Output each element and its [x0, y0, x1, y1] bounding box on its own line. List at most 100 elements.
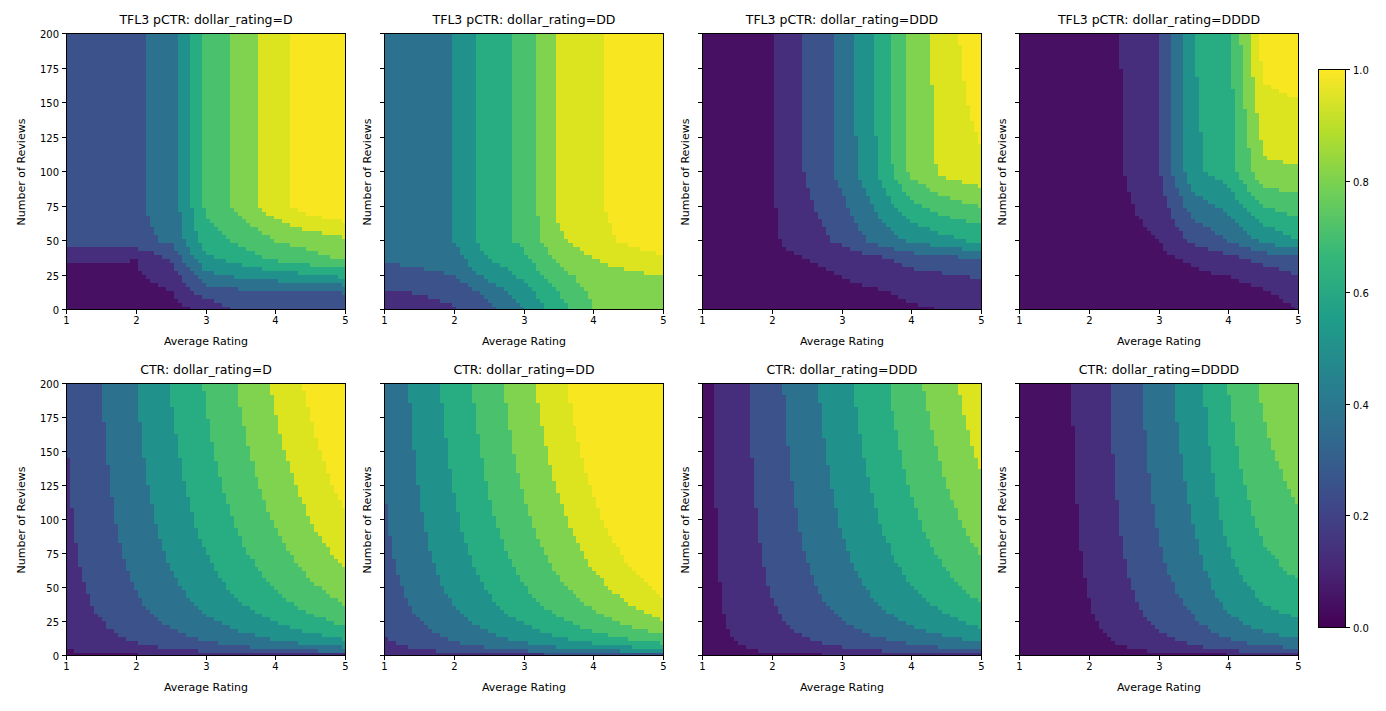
x-tick-label: 2: [769, 315, 775, 326]
x-axis-label: Average Rating: [1117, 681, 1201, 694]
y-tick-mark: [698, 519, 702, 520]
y-tick-label: 175: [40, 63, 59, 74]
x-tick-mark: [454, 656, 455, 660]
x-tick-mark: [663, 656, 664, 660]
y-tick-mark: [380, 383, 384, 384]
x-tick-label: 4: [908, 315, 914, 326]
colorbar-tick-mark: [1346, 515, 1350, 516]
y-tick-mark: [698, 383, 702, 384]
y-tick-mark: [62, 485, 66, 486]
contourf-canvas-CTR-dollar-rating-D: [66, 383, 346, 656]
x-tick-label: 3: [839, 661, 845, 672]
colorbar-tick-label: 0.2: [1353, 510, 1369, 521]
colorbar-tick-mark: [1346, 627, 1350, 628]
y-tick-mark: [1015, 171, 1019, 172]
x-tick-mark: [593, 310, 594, 314]
x-tick-label: 4: [908, 661, 914, 672]
y-tick-mark: [698, 171, 702, 172]
y-tick-mark: [62, 451, 66, 452]
x-tick-mark: [275, 656, 276, 660]
x-tick-mark: [345, 656, 346, 660]
y-tick-label: 100: [40, 166, 59, 177]
x-tick-label: 2: [133, 315, 139, 326]
y-tick-label: 75: [46, 201, 59, 212]
y-tick-mark: [380, 240, 384, 241]
y-tick-mark: [62, 309, 66, 310]
colorbar: [1318, 69, 1346, 628]
y-tick-mark: [698, 68, 702, 69]
y-tick-mark: [1015, 621, 1019, 622]
y-tick-mark: [62, 33, 66, 34]
y-tick-mark: [698, 451, 702, 452]
y-tick-mark: [62, 417, 66, 418]
x-tick-mark: [911, 310, 912, 314]
x-tick-label: 1: [63, 661, 69, 672]
x-tick-label: 3: [203, 661, 209, 672]
subplot-title: TFL3 pCTR: dollar_rating=DD: [433, 12, 616, 27]
contourf-canvas-CTR-dollar-rating-DDDD: [1019, 383, 1299, 656]
y-tick-mark: [698, 553, 702, 554]
y-tick-label: 0: [53, 650, 59, 661]
y-tick-mark: [380, 309, 384, 310]
x-tick-mark: [702, 310, 703, 314]
x-tick-mark: [275, 310, 276, 314]
x-tick-label: 2: [1086, 315, 1092, 326]
x-tick-label: 4: [1225, 661, 1231, 672]
contourf-canvas-TFL3-pCTR-dollar-rating-DDDD: [1019, 33, 1299, 310]
y-tick-mark: [1015, 68, 1019, 69]
y-tick-mark: [698, 137, 702, 138]
x-tick-mark: [454, 310, 455, 314]
subplot-title: CTR: dollar_rating=D: [140, 362, 272, 377]
x-tick-label: 2: [133, 661, 139, 672]
y-tick-mark: [380, 33, 384, 34]
x-tick-mark: [911, 656, 912, 660]
x-tick-mark: [66, 310, 67, 314]
y-tick-mark: [62, 519, 66, 520]
x-axis-label: Average Rating: [800, 335, 884, 348]
y-tick-mark: [62, 621, 66, 622]
y-tick-mark: [698, 33, 702, 34]
x-tick-label: 4: [272, 661, 278, 672]
x-tick-mark: [981, 310, 982, 314]
y-tick-mark: [1015, 485, 1019, 486]
colorbar-tick-label: 0.4: [1353, 399, 1369, 410]
y-tick-mark: [380, 485, 384, 486]
y-tick-mark: [698, 621, 702, 622]
y-tick-mark: [380, 137, 384, 138]
y-tick-label: 25: [46, 616, 59, 627]
x-tick-label: 5: [1295, 661, 1301, 672]
x-tick-label: 4: [590, 661, 596, 672]
y-tick-label: 25: [46, 270, 59, 281]
y-tick-label: 150: [40, 97, 59, 108]
y-tick-label: 200: [40, 28, 59, 39]
colorbar-tick-mark: [1346, 292, 1350, 293]
x-tick-label: 1: [1016, 661, 1022, 672]
y-tick-mark: [62, 206, 66, 207]
x-tick-label: 1: [381, 315, 387, 326]
contourf-canvas-TFL3-pCTR-dollar-rating-D: [66, 33, 346, 310]
x-tick-mark: [1019, 656, 1020, 660]
y-tick-mark: [698, 655, 702, 656]
x-axis-label: Average Rating: [482, 681, 566, 694]
x-tick-mark: [1298, 656, 1299, 660]
x-tick-label: 3: [521, 661, 527, 672]
y-tick-mark: [698, 309, 702, 310]
y-tick-mark: [1015, 417, 1019, 418]
y-tick-mark: [380, 553, 384, 554]
y-tick-mark: [698, 587, 702, 588]
x-tick-mark: [1019, 310, 1020, 314]
x-tick-mark: [772, 310, 773, 314]
y-tick-label: 100: [40, 514, 59, 525]
y-tick-mark: [1015, 240, 1019, 241]
x-axis-label: Average Rating: [800, 681, 884, 694]
y-tick-mark: [380, 621, 384, 622]
y-tick-mark: [380, 206, 384, 207]
y-tick-mark: [1015, 451, 1019, 452]
y-tick-label: 50: [46, 235, 59, 246]
subplot-title: CTR: dollar_rating=DD: [453, 362, 594, 377]
x-tick-label: 4: [1225, 315, 1231, 326]
y-tick-mark: [1015, 519, 1019, 520]
y-tick-mark: [62, 68, 66, 69]
x-tick-label: 3: [839, 315, 845, 326]
y-tick-mark: [698, 240, 702, 241]
